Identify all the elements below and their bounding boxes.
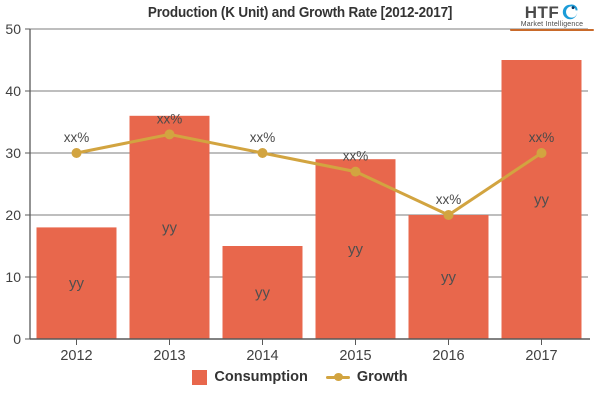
y-axis-label: 30 xyxy=(5,145,21,161)
bar-consumption xyxy=(36,227,117,339)
htf-logo-text: HTF xyxy=(524,2,560,22)
htf-logo-underline xyxy=(510,29,594,31)
consumption-swatch-icon xyxy=(192,369,208,385)
y-axis-label: 50 xyxy=(5,21,21,37)
growth-value-label: xx% xyxy=(343,149,369,164)
legend-label-consumption: Consumption xyxy=(214,369,308,385)
x-axis-label: 2016 xyxy=(432,348,464,364)
growth-value-label: xx% xyxy=(157,111,183,126)
growth-value-label: xx% xyxy=(436,192,462,207)
bar-value-label: yy xyxy=(534,192,550,209)
x-axis-label: 2017 xyxy=(525,348,557,364)
legend-item-consumption[interactable]: Consumption xyxy=(192,369,308,385)
growth-marker xyxy=(164,129,175,140)
growth-marker xyxy=(257,148,268,158)
x-axis-label: 2014 xyxy=(246,348,278,364)
bar-consumption xyxy=(222,246,303,339)
bar-consumption xyxy=(315,159,396,339)
bar-value-label: yy xyxy=(441,269,457,286)
growth-swatch-icon xyxy=(325,370,350,385)
htf-logo-top: HTF xyxy=(510,3,594,21)
y-axis-label: 20 xyxy=(5,207,21,223)
chart-title-text: Production (K Unit) and Growth Rate [201… xyxy=(147,4,453,21)
growth-line xyxy=(76,132,543,217)
bar-consumption xyxy=(408,215,489,339)
growth-value-label: xx% xyxy=(250,130,276,145)
legend-label-growth: Growth xyxy=(356,369,408,385)
y-axis-label: 10 xyxy=(5,269,21,285)
chart-title: Production (K Unit) and Growth Rate [201… xyxy=(0,4,600,21)
htf-logo-subtext: Market Intelligence xyxy=(520,21,584,28)
y-axis-label: 40 xyxy=(5,83,21,99)
legend: Consumption Growth xyxy=(0,369,600,385)
x-axis-label: 2012 xyxy=(60,348,92,364)
htf-logo: HTF Market Intelligence xyxy=(510,3,594,31)
legend-item-growth[interactable]: Growth xyxy=(325,369,408,385)
y-axis-label: 0 xyxy=(13,331,21,347)
growth-value-label: xx% xyxy=(529,130,555,145)
bar-value-label: yy xyxy=(255,285,271,302)
growth-marker xyxy=(536,148,547,158)
bar-consumption xyxy=(129,115,210,339)
bar-value-label: yy xyxy=(69,275,85,292)
growth-marker xyxy=(443,210,454,220)
bar-value-label: yy xyxy=(162,219,178,236)
growth-value-label: xx% xyxy=(64,130,90,145)
x-axis-label: 2013 xyxy=(153,348,185,364)
bar-value-label: yy xyxy=(348,241,364,258)
x-axis-label: 2015 xyxy=(339,348,371,364)
bar-consumption xyxy=(501,60,582,339)
growth-marker xyxy=(350,166,361,177)
growth-marker xyxy=(71,148,82,158)
htf-swirl-icon xyxy=(563,4,578,20)
